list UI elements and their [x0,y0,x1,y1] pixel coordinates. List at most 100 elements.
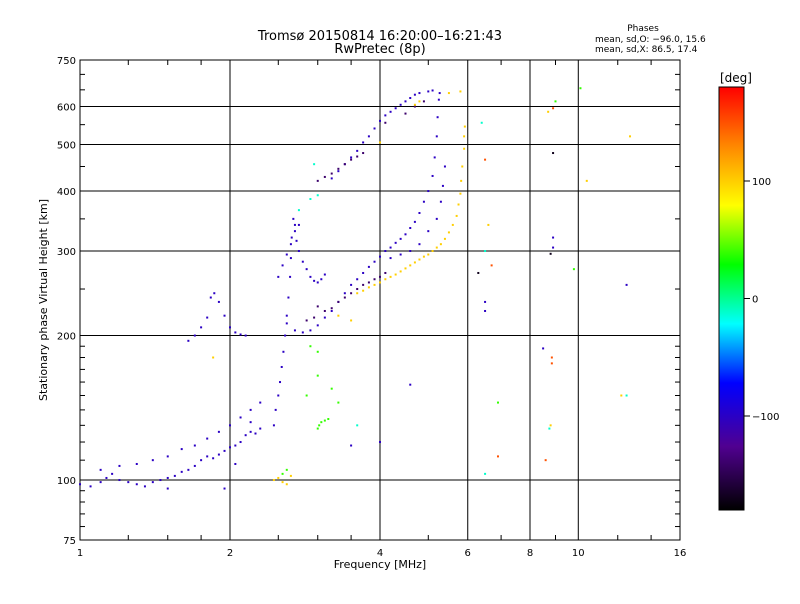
data-point [316,324,319,327]
data-point [435,217,438,220]
data-point [552,152,555,155]
data-point [350,156,353,159]
y-tick-label: 75 [63,536,76,547]
data-point [281,472,284,475]
data-point [316,281,319,284]
data-point [585,179,588,182]
data-point [293,329,296,332]
data-point [441,184,444,187]
data-point [187,339,190,342]
data-point [206,455,209,458]
data-point [337,167,340,170]
data-point [79,483,81,486]
data-point [484,158,487,161]
data-point [293,223,296,226]
data-point [297,250,300,253]
data-point [431,250,434,253]
data-point [542,347,545,350]
data-point [459,90,462,93]
data-point [620,394,623,397]
data-point [309,329,312,332]
data-point [234,331,237,334]
data-point [279,381,282,384]
phase-x-stats: mean, sd,X: 86.5, 17.4 [595,45,698,55]
data-point [389,246,392,249]
data-point [384,114,387,117]
data-point [217,453,220,456]
data-point [193,334,196,337]
data-point [213,292,216,295]
colorbar-ticks: 100 0 −100 [744,177,779,423]
data-point [389,257,392,260]
data-point [439,200,442,203]
data-point [135,483,138,486]
data-point [159,479,162,482]
data-point [229,446,231,449]
data-point [413,103,416,106]
data-point [316,179,319,182]
x-axis-ticks: 1 2 4 6 8 10 16 [77,60,687,559]
data-point [552,236,555,239]
data-point [343,292,346,295]
data-point [409,383,412,386]
data-point [350,283,353,286]
data-point [285,253,288,256]
data-point [413,220,416,223]
data-point [89,485,92,488]
data-point [443,165,446,168]
data-point [254,432,257,435]
data-point [457,203,460,206]
data-point [431,174,434,177]
data-point [295,239,298,242]
data-point [459,192,462,195]
x-tick-label: 16 [674,548,687,559]
data-point [362,152,365,155]
data-point [166,455,169,458]
data-point [209,296,212,299]
data-point [455,214,458,217]
data-point [373,283,376,286]
colorbar-tick-label: 0 [752,295,758,306]
data-point [554,100,557,103]
data-point [330,177,333,180]
data-point [350,319,353,322]
data-point [309,275,312,278]
data-point [289,257,292,260]
data-point [362,289,365,292]
data-point [244,434,247,437]
data-point [337,300,340,303]
data-point [99,481,102,484]
data-point [394,241,397,244]
data-point [280,365,283,368]
grid-lines [80,60,680,540]
data-point [111,472,114,475]
data-point [463,125,466,128]
data-point [229,326,231,329]
data-point [418,212,421,215]
data-point [389,275,392,278]
data-point [234,444,237,447]
data-point [447,92,450,95]
data-point [229,424,231,427]
data-point [272,479,275,482]
data-point [404,100,407,103]
data-point [356,149,359,152]
data-point [297,223,300,226]
x-tick-label: 6 [465,548,471,559]
data-point [413,93,416,96]
data-point [135,462,138,465]
data-point [99,468,102,471]
data-point [337,170,340,173]
data-point [234,462,237,465]
data-point [289,474,292,477]
data-point [460,179,463,182]
data-point [127,481,130,484]
data-point [284,334,287,337]
y-axis-ticks: 75 100 200 300 400 500 600 750 [57,56,680,547]
data-point [337,314,340,317]
data-point [427,90,430,93]
data-point [316,194,319,197]
data-point [320,421,323,424]
data-point [394,273,397,276]
